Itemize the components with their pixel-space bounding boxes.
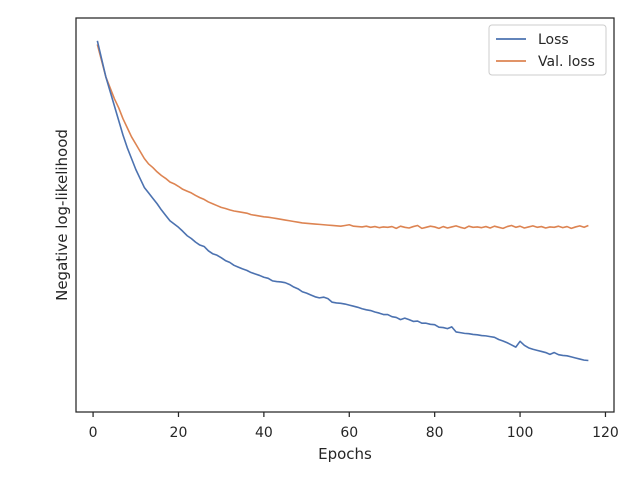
series-line-loss: [96, 40, 589, 362]
x-axis-label: Epochs: [318, 445, 372, 463]
x-tick-label: 80: [426, 425, 444, 441]
x-tick-label: 120: [592, 425, 619, 441]
legend-frame: [488, 24, 607, 76]
x-tick-label: 0: [89, 425, 98, 441]
y-axis-label: Negative log-likelihood: [53, 129, 71, 301]
legend: Loss Val. loss: [488, 24, 607, 76]
series-line-val-loss: [96, 44, 589, 230]
series-layer: [96, 40, 589, 362]
legend-label-val-loss: Val. loss: [538, 54, 595, 70]
x-tick-label: 100: [507, 425, 534, 441]
axes-frame: [75, 17, 615, 413]
x-tick-label: 40: [255, 425, 273, 441]
legend-label-loss: Loss: [538, 32, 569, 48]
x-tick-label: 20: [170, 425, 188, 441]
x-tick-label: 60: [340, 425, 358, 441]
x-axis-ticks: 0 20 40 60 80 100 120: [89, 412, 619, 441]
